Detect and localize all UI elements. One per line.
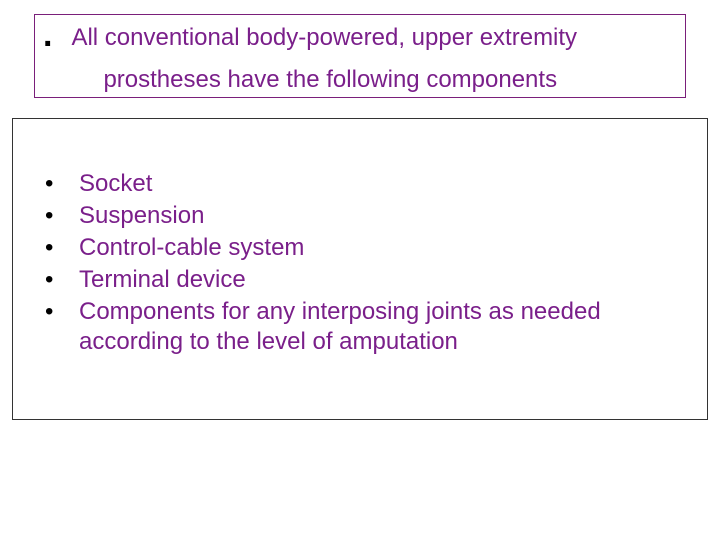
item-text: Components for any interposing joints as…: [79, 297, 679, 357]
heading-line2: prostheses have the following components: [103, 65, 671, 95]
heading-bullet: .: [39, 23, 67, 47]
list-item: • Socket: [45, 169, 707, 199]
item-text: Control-cable system: [79, 233, 304, 263]
heading-line1: All conventional body-powered, upper ext…: [71, 23, 671, 53]
bullet-icon: •: [45, 201, 79, 231]
bullet-icon: •: [45, 265, 79, 295]
list-item: • Terminal device: [45, 265, 707, 295]
heading-box: . All conventional body-powered, upper e…: [34, 14, 686, 98]
list-item: • Suspension: [45, 201, 707, 231]
bullet-icon: •: [45, 297, 79, 327]
content-box: • Socket • Suspension • Control-cable sy…: [12, 118, 708, 420]
item-text: Suspension: [79, 201, 204, 231]
list-item: • Components for any interposing joints …: [45, 297, 707, 357]
item-text: Terminal device: [79, 265, 246, 295]
bullet-icon: •: [45, 233, 79, 263]
bullet-icon: •: [45, 169, 79, 199]
item-text: Socket: [79, 169, 152, 199]
heading-text-wrap: All conventional body-powered, upper ext…: [71, 23, 671, 95]
list-item: • Control-cable system: [45, 233, 707, 263]
